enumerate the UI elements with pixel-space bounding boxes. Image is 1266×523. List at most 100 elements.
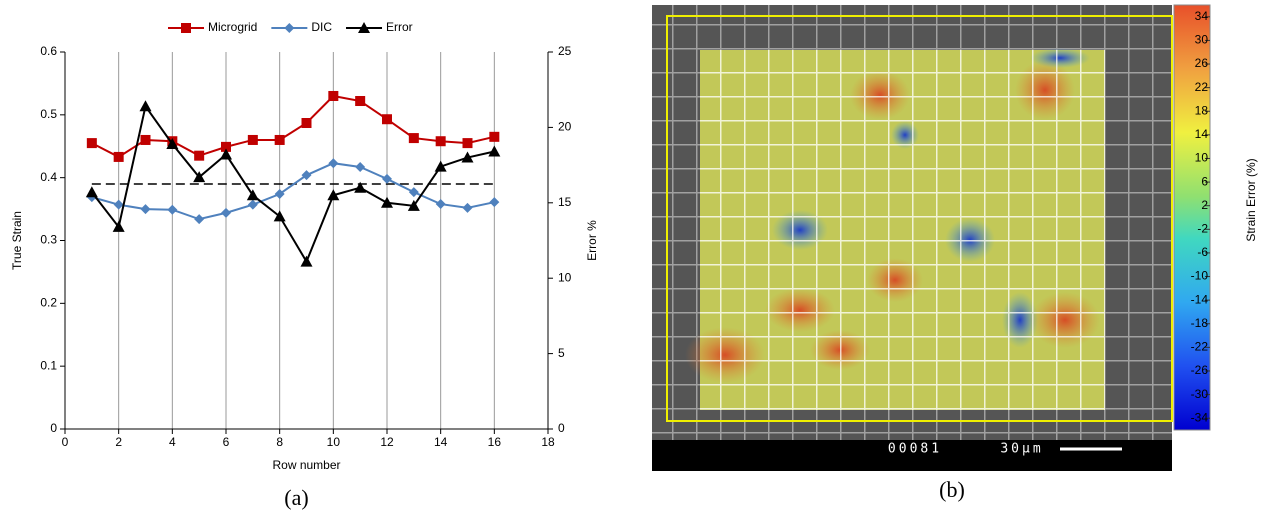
marker [86, 138, 97, 149]
colorbar-tick-label: -6 [1197, 245, 1208, 259]
series-line [91, 94, 495, 159]
colorbar-tick-label: 22 [1195, 80, 1209, 94]
x-tick-label: 10 [327, 435, 341, 449]
y2-tick-label: 10 [558, 270, 572, 284]
colorbar-tick-label: -18 [1191, 316, 1209, 330]
marker [139, 100, 152, 112]
marker [300, 255, 313, 267]
series-line [91, 162, 495, 221]
marker [462, 202, 473, 213]
y-tick-label: 0.1 [40, 358, 57, 372]
y-tick-label: 0.6 [40, 44, 57, 58]
marker [328, 90, 339, 101]
series-line [91, 103, 495, 264]
caption: (b) [939, 477, 965, 502]
marker [489, 131, 500, 142]
marker [489, 197, 500, 208]
y2-tick-label: 25 [558, 44, 572, 58]
y2-tick-label: 15 [558, 195, 572, 209]
x-tick-label: 14 [434, 435, 448, 449]
marker [167, 204, 178, 215]
marker [194, 214, 205, 225]
colorbar-tick-label: -34 [1191, 410, 1209, 424]
colorbar-tick-label: -22 [1191, 340, 1209, 354]
marker [355, 161, 366, 172]
colorbar-tick-label: 30 [1195, 33, 1209, 47]
marker [140, 134, 151, 145]
marker [358, 22, 371, 33]
y2-tick-label: 5 [558, 346, 565, 360]
colorbar-tick-label: -10 [1191, 269, 1209, 283]
colorbar-tick-label: 34 [1195, 9, 1209, 23]
marker [435, 199, 446, 210]
colorbar-tick-label: -2 [1197, 221, 1208, 235]
marker [274, 189, 285, 200]
marker [246, 189, 259, 201]
x-tick-label: 6 [223, 435, 230, 449]
legend-label: Error [386, 20, 413, 34]
marker [327, 189, 340, 201]
colorbar-tick-label: -14 [1191, 292, 1209, 306]
marker [435, 136, 446, 147]
marker [488, 145, 501, 157]
colorbar-tick-label: 6 [1201, 174, 1208, 188]
marker [284, 23, 295, 33]
y2-axis-label: Error % [585, 220, 599, 261]
caption: (a) [284, 485, 308, 510]
y2-tick-label: 20 [558, 120, 572, 134]
marker [274, 134, 285, 145]
marker [382, 114, 392, 125]
legend-label: DIC [311, 20, 332, 34]
x-tick-label: 2 [115, 435, 122, 449]
colorbar-tick-label: 14 [1195, 127, 1209, 141]
marker [247, 199, 258, 210]
x-tick-label: 8 [276, 435, 283, 449]
scale-label: 30μm [1000, 442, 1043, 457]
y2-tick-label: 0 [558, 421, 565, 435]
colorbar-label: Strain Error (%) [1244, 158, 1258, 241]
marker [113, 199, 124, 210]
y-axis-label: True Strain [10, 211, 24, 270]
y-tick-label: 0 [50, 421, 57, 435]
marker [301, 118, 312, 129]
marker [434, 160, 447, 172]
marker [194, 150, 205, 161]
colorbar-tick-label: -30 [1191, 387, 1209, 401]
x-tick-label: 18 [541, 435, 555, 449]
frame-number: 00081 [888, 442, 942, 457]
marker [354, 181, 367, 193]
legend-label: Microgrid [208, 20, 257, 34]
marker [328, 158, 339, 169]
marker [85, 186, 98, 198]
colorbar [1173, 4, 1211, 431]
y-tick-label: 0.3 [40, 233, 57, 247]
marker [140, 204, 151, 215]
marker [166, 137, 179, 149]
marker [221, 207, 231, 218]
colorbar-tick-label: 26 [1195, 56, 1209, 70]
marker [112, 220, 125, 232]
marker [461, 151, 474, 163]
marker [221, 141, 231, 152]
y-tick-label: 0.4 [40, 170, 57, 184]
micrograph [652, 5, 1173, 471]
colorbar-tick-label: 10 [1195, 151, 1209, 165]
marker [301, 170, 312, 181]
marker [113, 151, 124, 162]
colorbar-tick-label: 2 [1201, 198, 1208, 212]
marker [220, 148, 232, 160]
marker [382, 173, 392, 184]
colorbar-tick-label: -26 [1191, 363, 1209, 377]
marker [462, 138, 473, 149]
marker [381, 196, 393, 208]
x-axis-label: Row number [272, 458, 340, 472]
y-tick-label: 0.5 [40, 107, 57, 121]
marker [408, 133, 419, 144]
colorbar-tick-label: 18 [1195, 103, 1209, 117]
marker [181, 23, 191, 33]
x-tick-label: 16 [488, 435, 502, 449]
marker [407, 199, 420, 211]
y-tick-label: 0.2 [40, 296, 57, 310]
marker [247, 134, 258, 145]
